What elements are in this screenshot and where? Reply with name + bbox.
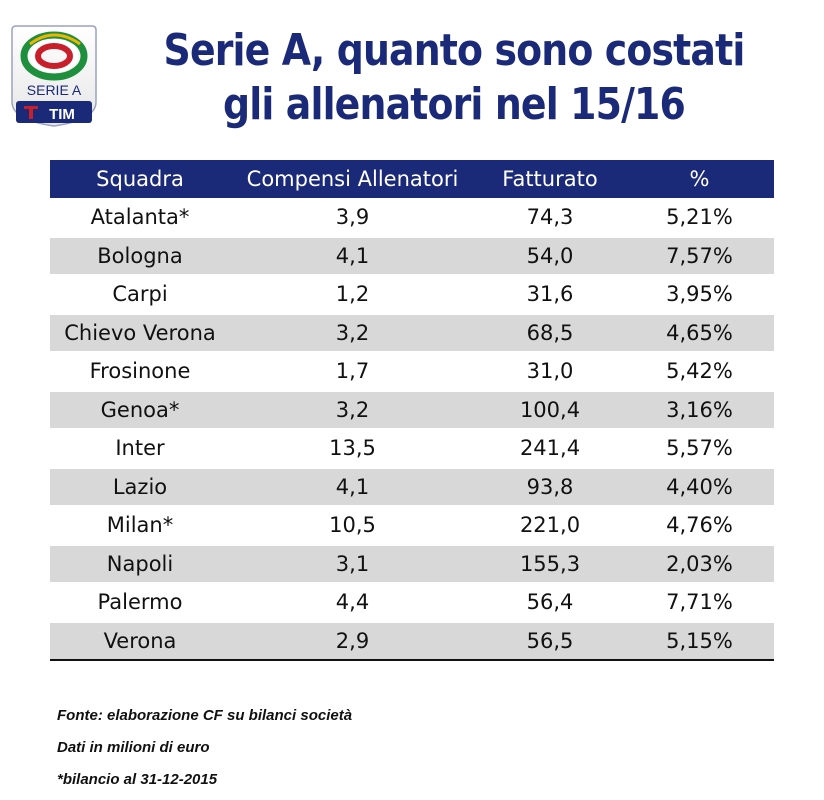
table-body: Atalanta* 3,9 74,3 5,21% Bologna 4,1 54,0 7,57%… [50,198,774,661]
cell-squadra: Inter [50,429,230,469]
source-note: Fonte: elaborazione CF su bilanci societ… [57,707,353,724]
cell-percent: 7,71% [625,583,774,623]
cell-percent: 5,15% [625,621,774,661]
table-row: Chievo Verona 3,2 68,5 4,65% [50,313,774,353]
cell-compensi: 3,1 [230,544,475,584]
cell-squadra: Genoa* [50,390,230,430]
table-row: Genoa* 3,2 100,4 3,16% [50,390,774,430]
header-compensi: Compensi Allenatori [246,167,459,191]
cell-compensi: 1,2 [230,275,475,315]
cell-fatturato: 56,4 [475,583,625,623]
cell-fatturato: 155,3 [475,544,625,584]
cell-fatturato: 221,0 [475,506,625,546]
cell-percent: 4,76% [625,506,774,546]
data-table: Squadra Compensi Allenatori Fatturato % … [50,160,774,661]
cell-compensi: 13,5 [230,429,475,469]
cell-compensi: 4,1 [230,467,475,507]
cell-percent: 5,57% [625,429,774,469]
table-header-row: Squadra Compensi Allenatori Fatturato % [50,160,774,198]
cell-squadra: Milan* [50,506,230,546]
cell-percent: 4,65% [625,313,774,353]
cell-compensi: 2,9 [230,621,475,661]
footnotes: Fonte: elaborazione CF su bilanci societ… [57,700,352,796]
cell-squadra: Lazio [50,467,230,507]
table-row: Bologna 4,1 54,0 7,57% [50,236,774,276]
header-squadra: Squadra [96,167,184,191]
table-row: Carpi 1,2 31,6 3,95% [50,275,774,315]
logo-text: SERIE A [27,82,82,98]
cell-fatturato: 31,0 [475,352,625,392]
units-note: Dati in milioni di euro [57,739,210,756]
cell-compensi: 4,1 [230,236,475,276]
cell-percent: 7,57% [625,236,774,276]
serie-a-tim-logo: SERIE A TIM [11,25,97,127]
cell-fatturato: 31,6 [475,275,625,315]
cell-fatturato: 56,5 [475,621,625,661]
cell-compensi: 3,2 [230,390,475,430]
cell-squadra: Verona [50,621,230,661]
cell-compensi: 3,2 [230,313,475,353]
cell-squadra: Chievo Verona [50,313,230,353]
table-row: Lazio 4,1 93,8 4,40% [50,467,774,507]
cell-fatturato: 74,3 [475,198,625,238]
logo-sponsor: TIM [49,106,75,123]
cell-fatturato: 241,4 [475,429,625,469]
table-row: Atalanta* 3,9 74,3 5,21% [50,198,774,238]
table-row: Inter 13,5 241,4 5,57% [50,429,774,469]
table-row: Verona 2,9 56,5 5,15% [50,621,774,661]
table-row: Frosinone 1,7 31,0 5,42% [50,352,774,392]
cell-compensi: 10,5 [230,506,475,546]
page-title: Serie A, quanto sono costati gli allenat… [153,24,755,132]
cell-squadra: Frosinone [50,352,230,392]
cell-percent: 5,42% [625,352,774,392]
data-table-container: Squadra Compensi Allenatori Fatturato % … [50,160,774,661]
cell-squadra: Palermo [50,583,230,623]
cell-squadra: Atalanta* [50,198,230,238]
cell-fatturato: 54,0 [475,236,625,276]
cell-fatturato: 100,4 [475,390,625,430]
cell-squadra: Bologna [50,236,230,276]
table-row: Palermo 4,4 56,4 7,71% [50,583,774,623]
table-row: Milan* 10,5 221,0 4,76% [50,506,774,546]
cell-squadra: Carpi [50,275,230,315]
header-fatturato: Fatturato [502,167,598,191]
cell-squadra: Napoli [50,544,230,584]
cell-compensi: 4,4 [230,583,475,623]
title-line-1: Serie A, quanto sono costati [163,25,746,76]
cell-compensi: 1,7 [230,352,475,392]
cell-percent: 3,95% [625,275,774,315]
cell-percent: 2,03% [625,544,774,584]
table-row: Napoli 3,1 155,3 2,03% [50,544,774,584]
cell-compensi: 3,9 [230,198,475,238]
cell-fatturato: 68,5 [475,313,625,353]
cell-percent: 5,21% [625,198,774,238]
balance-note: *bilancio al 31-12-2015 [57,771,218,788]
cell-fatturato: 93,8 [475,467,625,507]
header-percent: % [689,167,710,191]
cell-percent: 4,40% [625,467,774,507]
title-line-2: gli allenatori nel 15/16 [223,79,686,130]
cell-percent: 3,16% [625,390,774,430]
